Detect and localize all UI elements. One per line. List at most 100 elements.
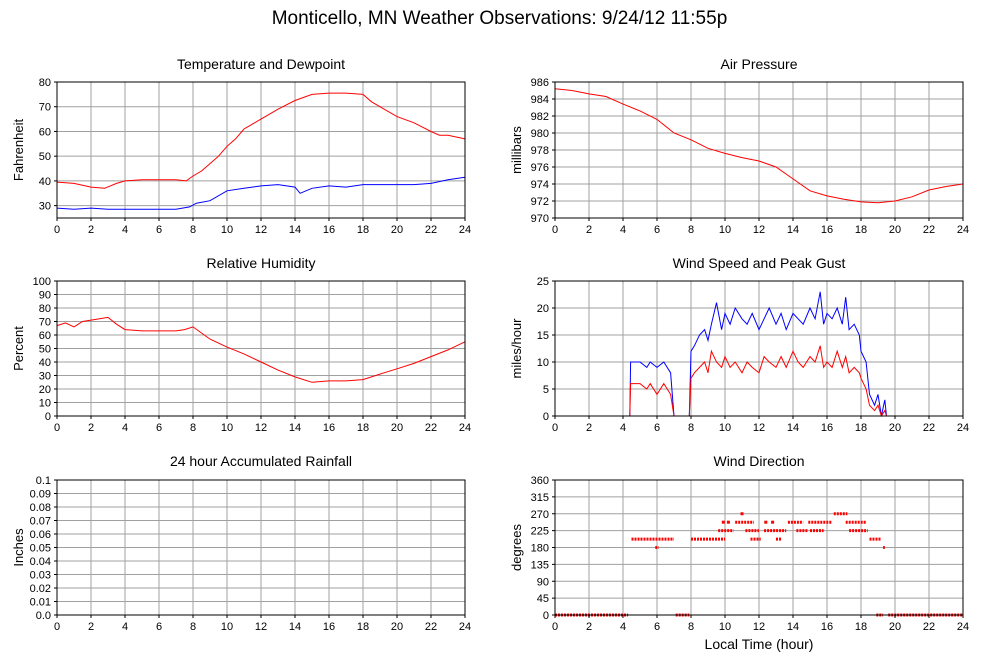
rh-y-tick-label: 100 — [33, 276, 51, 288]
rh-x-tick-label: 0 — [54, 422, 60, 434]
temp-x-tick-label: 10 — [221, 224, 233, 236]
winddir-y-tick-label: 45 — [537, 593, 549, 605]
rh-y-tick-label: 70 — [39, 317, 51, 329]
pressure-y-tick-label: 982 — [531, 111, 549, 123]
wind-x-tick-label: 6 — [654, 422, 660, 434]
rain-x-tick-label: 24 — [459, 621, 471, 633]
wind-y-tick-label: 10 — [537, 357, 549, 369]
rh-y-tick-label: 30 — [39, 371, 51, 383]
winddir-x-tick-label: 2 — [586, 621, 592, 633]
winddir-point — [721, 520, 725, 524]
winddir-y-axis-label: degrees — [509, 524, 524, 571]
wind-x-tick-label: 14 — [787, 422, 799, 434]
rh-y-tick-label: 0 — [45, 411, 51, 423]
rh-x-tick-label: 24 — [459, 422, 471, 434]
temp-x-tick-label: 24 — [459, 224, 471, 236]
temp-x-tick-label: 18 — [357, 224, 369, 236]
wind-y-tick-label: 15 — [537, 330, 549, 342]
pressure-x-tick-label: 2 — [586, 224, 592, 236]
wind-x-tick-label: 10 — [719, 422, 731, 434]
rh-y-tick-label: 10 — [39, 398, 51, 410]
pressure-x-tick-label: 24 — [957, 224, 969, 236]
rain-y-tick-label: 0.04 — [30, 556, 51, 568]
pressure-x-tick-label: 6 — [654, 224, 660, 236]
rh-title: Relative Humidity — [207, 255, 316, 271]
rh-x-tick-label: 10 — [221, 422, 233, 434]
rain-x-tick-label: 10 — [221, 621, 233, 633]
winddir-point — [726, 520, 730, 524]
winddir-point — [764, 520, 768, 524]
temp-x-tick-label: 22 — [425, 224, 437, 236]
winddir-x-tick-label: 14 — [787, 621, 799, 633]
rh-y-tick-label: 50 — [39, 344, 51, 356]
rain-x-tick-label: 14 — [289, 621, 301, 633]
rain-x-tick-label: 16 — [323, 621, 335, 633]
pressure-x-tick-label: 16 — [821, 224, 833, 236]
rain-x-tick-label: 2 — [88, 621, 94, 633]
pressure-x-tick-label: 8 — [688, 224, 694, 236]
rain-x-tick-label: 20 — [391, 621, 403, 633]
winddir-y-tick-label: 0 — [543, 610, 549, 622]
winddir-x-tick-label: 12 — [753, 621, 765, 633]
wind-y-tick-label: 0 — [543, 411, 549, 423]
temp-x-tick-label: 12 — [255, 224, 267, 236]
temp-x-tick-label: 14 — [289, 224, 301, 236]
wind-title: Wind Speed and Peak Gust — [673, 255, 846, 271]
winddir-x-tick-label: 8 — [688, 621, 694, 633]
rh-x-tick-label: 18 — [357, 422, 369, 434]
temp-series-1 — [56, 176, 466, 210]
winddir-x-tick-label: 24 — [957, 621, 969, 633]
pressure-y-tick-label: 980 — [531, 128, 549, 140]
wind-x-tick-label: 2 — [586, 422, 592, 434]
wind-x-tick-label: 22 — [923, 422, 935, 434]
rain-y-tick-label: 0.08 — [30, 502, 51, 514]
rain-y-tick-label: 0.07 — [30, 516, 51, 528]
winddir-y-tick-label: 225 — [531, 526, 549, 538]
rain-x-tick-label: 8 — [190, 621, 196, 633]
wind-x-tick-label: 12 — [753, 422, 765, 434]
temp-y-tick-label: 50 — [39, 151, 51, 163]
winddir-y-tick-label: 90 — [537, 576, 549, 588]
pressure-y-axis-label: millibars — [509, 126, 524, 174]
rain-y-tick-label: 0.09 — [30, 489, 51, 501]
rh-y-tick-label: 40 — [39, 357, 51, 369]
rh-x-tick-label: 6 — [156, 422, 162, 434]
rh-y-tick-label: 90 — [39, 290, 51, 302]
pressure-x-tick-label: 0 — [552, 224, 558, 236]
pressure-y-tick-label: 978 — [531, 145, 549, 157]
rh-x-tick-label: 12 — [255, 422, 267, 434]
temp-x-tick-label: 0 — [54, 224, 60, 236]
rain-x-tick-label: 6 — [156, 621, 162, 633]
pressure-x-tick-label: 4 — [620, 224, 626, 236]
wind-x-tick-label: 0 — [552, 422, 558, 434]
wind-y-tick-label: 20 — [537, 303, 549, 315]
winddir-point — [771, 520, 775, 524]
pressure-y-tick-label: 970 — [531, 213, 549, 225]
rh-x-tick-label: 4 — [122, 422, 128, 434]
wind-x-tick-label: 8 — [688, 422, 694, 434]
x-axis-label: Local Time (hour) — [705, 636, 814, 652]
pressure-y-tick-label: 976 — [531, 162, 549, 174]
temp-y-tick-label: 80 — [39, 77, 51, 89]
winddir-point — [740, 512, 744, 516]
winddir-x-tick-label: 6 — [654, 621, 660, 633]
rain-y-axis-label: Inches — [11, 528, 26, 567]
winddir-x-tick-label: 16 — [821, 621, 833, 633]
winddir-x-tick-label: 22 — [923, 621, 935, 633]
pressure-x-tick-label: 18 — [855, 224, 867, 236]
winddir-x-tick-label: 18 — [855, 621, 867, 633]
temp-x-tick-label: 6 — [156, 224, 162, 236]
page-title: Monticello, MN Weather Observations: 9/2… — [271, 8, 728, 29]
rh-x-tick-label: 8 — [190, 422, 196, 434]
winddir-y-tick-label: 135 — [531, 559, 549, 571]
wind-y-tick-label: 25 — [537, 276, 549, 288]
rain-y-tick-label: 0.01 — [30, 597, 51, 609]
temp-y-tick-label: 60 — [39, 126, 51, 138]
temp-x-tick-label: 16 — [323, 224, 335, 236]
rain-y-tick-label: 0.06 — [30, 529, 51, 541]
winddir-y-tick-label: 360 — [531, 475, 549, 487]
